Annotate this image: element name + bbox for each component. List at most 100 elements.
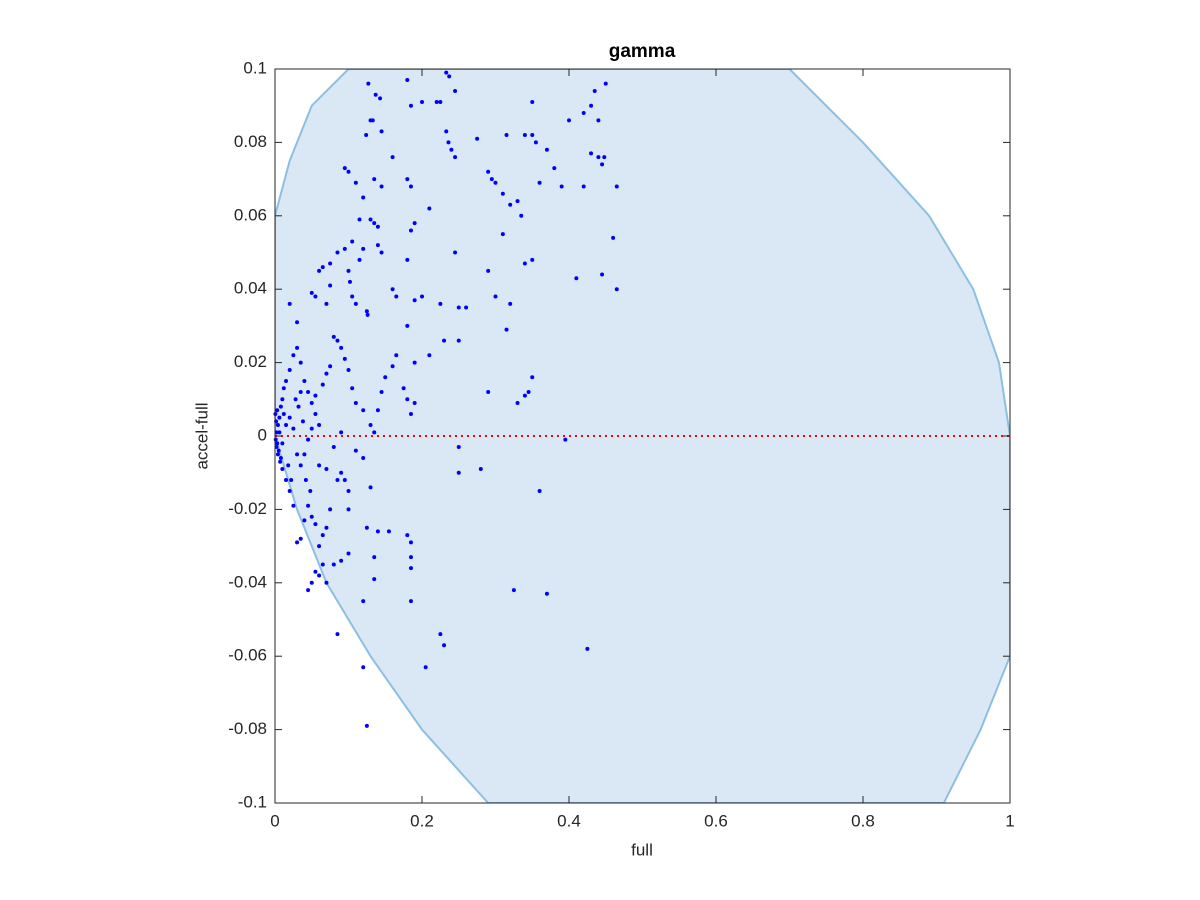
point bbox=[346, 507, 351, 512]
point bbox=[320, 382, 325, 387]
y-tick-label: -0.02 bbox=[228, 499, 267, 518]
point bbox=[309, 580, 314, 585]
point bbox=[456, 305, 461, 310]
point bbox=[364, 525, 369, 530]
point bbox=[427, 353, 432, 358]
point bbox=[486, 169, 491, 174]
point bbox=[412, 221, 417, 226]
point bbox=[552, 166, 557, 171]
point bbox=[412, 360, 417, 365]
y-tick-label: 0 bbox=[258, 425, 267, 444]
x-tick-label: 0 bbox=[270, 811, 279, 830]
point bbox=[379, 250, 384, 255]
point bbox=[302, 378, 307, 383]
point bbox=[364, 309, 369, 314]
point bbox=[350, 294, 355, 299]
point bbox=[353, 180, 358, 185]
point bbox=[370, 118, 375, 123]
point bbox=[372, 221, 377, 226]
point bbox=[293, 397, 298, 402]
point bbox=[405, 78, 410, 83]
point bbox=[401, 386, 406, 391]
point bbox=[434, 100, 439, 105]
point bbox=[346, 268, 351, 273]
point bbox=[309, 290, 314, 295]
point bbox=[486, 268, 491, 273]
point bbox=[280, 467, 285, 472]
point bbox=[328, 261, 333, 266]
point bbox=[383, 375, 388, 380]
point bbox=[277, 415, 282, 420]
point bbox=[275, 441, 280, 446]
point bbox=[581, 184, 586, 189]
point bbox=[530, 375, 535, 380]
point bbox=[281, 411, 286, 416]
point bbox=[313, 411, 318, 416]
point bbox=[544, 147, 549, 152]
point bbox=[427, 206, 432, 211]
point bbox=[372, 177, 377, 182]
point bbox=[339, 470, 344, 475]
point bbox=[328, 364, 333, 369]
point bbox=[273, 437, 278, 442]
point bbox=[295, 345, 300, 350]
y-tick-label: 0.08 bbox=[234, 132, 267, 151]
point bbox=[361, 456, 366, 461]
x-axis-label: full bbox=[631, 840, 653, 859]
point bbox=[295, 320, 300, 325]
point bbox=[353, 400, 358, 405]
point bbox=[464, 305, 469, 310]
point bbox=[275, 452, 280, 457]
point bbox=[286, 463, 291, 468]
point bbox=[405, 323, 410, 328]
point bbox=[515, 400, 520, 405]
point bbox=[346, 169, 351, 174]
point bbox=[394, 294, 399, 299]
point bbox=[522, 261, 527, 266]
point bbox=[328, 507, 333, 512]
point bbox=[317, 573, 322, 578]
point bbox=[475, 136, 480, 141]
y-tick-label: 0.1 bbox=[243, 58, 267, 77]
point bbox=[453, 89, 458, 94]
point bbox=[365, 312, 370, 317]
point bbox=[276, 448, 281, 453]
point bbox=[614, 287, 619, 292]
point bbox=[339, 558, 344, 563]
point bbox=[280, 441, 285, 446]
point bbox=[361, 246, 366, 251]
point bbox=[298, 360, 303, 365]
x-tick-label: 0.4 bbox=[557, 811, 581, 830]
point bbox=[530, 257, 535, 262]
point bbox=[313, 393, 318, 398]
point bbox=[361, 599, 366, 604]
point bbox=[408, 540, 413, 545]
point bbox=[537, 180, 542, 185]
point bbox=[284, 378, 289, 383]
point bbox=[275, 408, 280, 413]
point bbox=[530, 133, 535, 138]
point bbox=[278, 456, 283, 461]
point bbox=[456, 470, 461, 475]
x-tick-label: 0.2 bbox=[410, 811, 434, 830]
point bbox=[567, 118, 571, 123]
point bbox=[287, 489, 292, 494]
point bbox=[302, 518, 307, 523]
point bbox=[408, 103, 413, 108]
point bbox=[302, 452, 307, 457]
point bbox=[375, 224, 380, 229]
point bbox=[420, 294, 424, 299]
point bbox=[350, 386, 355, 391]
point bbox=[574, 276, 579, 281]
point bbox=[372, 430, 377, 435]
point bbox=[309, 400, 314, 405]
point bbox=[361, 665, 366, 670]
point bbox=[379, 389, 384, 394]
point bbox=[308, 489, 313, 494]
point bbox=[420, 100, 424, 105]
point bbox=[390, 155, 395, 160]
point bbox=[289, 478, 294, 483]
point bbox=[379, 129, 384, 134]
point bbox=[408, 566, 413, 571]
point bbox=[324, 580, 329, 585]
